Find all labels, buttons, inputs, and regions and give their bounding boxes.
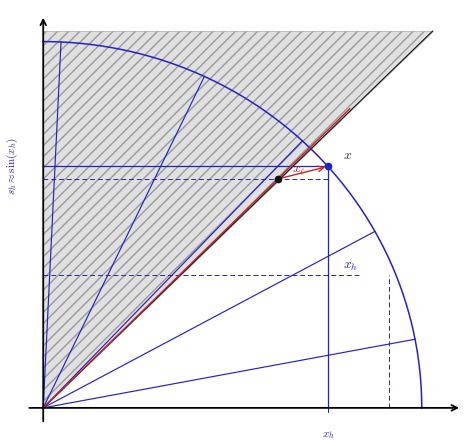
Polygon shape bbox=[43, 31, 432, 408]
Text: $s_h \approx \sin(x_h)$: $s_h \approx \sin(x_h)$ bbox=[5, 138, 20, 195]
Text: $x$: $x$ bbox=[342, 149, 352, 162]
Text: $x_h$: $x_h$ bbox=[322, 430, 334, 441]
Text: $x_\ell$: $x_\ell$ bbox=[292, 163, 306, 177]
Text: $x_h$: $x_h$ bbox=[342, 259, 358, 273]
